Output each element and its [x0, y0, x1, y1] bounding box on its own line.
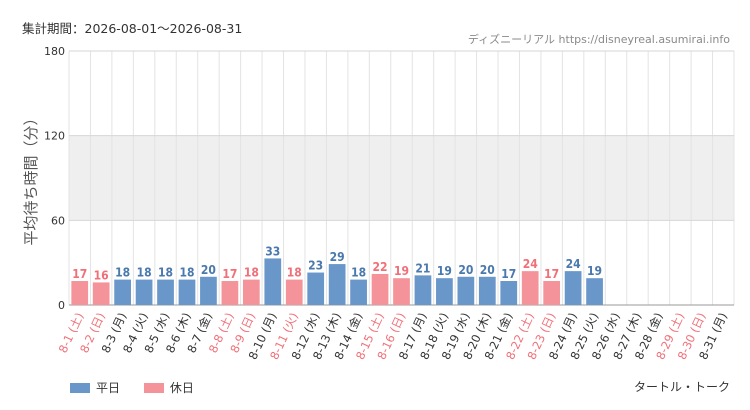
bar	[457, 276, 475, 305]
y-tick-label: 180	[44, 45, 65, 58]
bar-value-label: 19	[587, 264, 602, 278]
legend-swatch-holiday	[143, 383, 164, 393]
bar-value-label: 18	[351, 266, 366, 280]
y-tick-label: 120	[44, 130, 65, 143]
bar	[157, 279, 174, 305]
bar	[543, 281, 561, 305]
bar-value-label: 18	[137, 266, 152, 280]
bar	[478, 276, 496, 305]
bar	[221, 281, 239, 305]
bar-value-label: 19	[437, 264, 452, 278]
bar	[586, 278, 603, 305]
bar	[200, 276, 217, 305]
bar-value-label: 18	[158, 266, 173, 280]
bar	[92, 282, 110, 305]
bar-value-label: 17	[544, 267, 559, 281]
bar	[414, 275, 432, 305]
bar-value-label: 18	[244, 266, 259, 280]
bar-value-label: 33	[265, 244, 280, 258]
period-label: 集計期間：2026-08-01～2026-08-31	[22, 21, 243, 36]
grid-band	[69, 135, 734, 221]
bar	[328, 264, 346, 305]
chart-legend: 平日 休日	[70, 379, 214, 396]
bar-value-label: 20	[201, 263, 216, 277]
bar	[521, 271, 539, 305]
bar-value-label: 17	[72, 267, 87, 281]
bar-value-label: 20	[458, 263, 473, 277]
attraction-name: タートル・トーク	[633, 380, 730, 394]
bar-value-label: 24	[566, 257, 582, 271]
bar-value-label: 18	[179, 266, 194, 280]
bar-value-label: 23	[308, 259, 323, 273]
site-credit: ディズニーリアル https://disneyreal.asumirai.inf…	[467, 33, 730, 46]
bar	[350, 279, 367, 305]
bar-value-label: 16	[94, 268, 109, 282]
bar	[114, 279, 131, 305]
bar	[307, 272, 325, 305]
bar	[393, 278, 410, 305]
y-axis-title: 平均待ち時間（分）	[22, 110, 40, 245]
bar	[264, 258, 282, 305]
bar-value-label: 24	[523, 257, 539, 271]
bar	[135, 279, 153, 305]
bar	[71, 281, 89, 305]
legend-item-weekday: 平日	[70, 379, 120, 396]
bar-value-label: 21	[415, 261, 430, 275]
bar	[500, 281, 518, 305]
bar-value-label: 17	[222, 267, 237, 281]
legend-item-holiday: 休日	[143, 379, 194, 396]
bar-value-label: 29	[330, 250, 345, 264]
bar-value-label: 19	[394, 264, 409, 278]
bar-value-label: 17	[501, 267, 516, 281]
bar-value-label: 18	[287, 266, 302, 280]
y-tick-label: 0	[58, 299, 65, 312]
legend-label-weekday: 平日	[96, 381, 121, 395]
bar	[285, 279, 303, 305]
bar	[371, 273, 389, 305]
bar	[564, 271, 582, 305]
bar	[178, 279, 196, 305]
bar-value-label: 20	[480, 263, 495, 277]
bar-value-label: 18	[115, 266, 130, 280]
y-tick-label: 60	[51, 214, 65, 227]
legend-label-holiday: 休日	[169, 381, 194, 395]
bar-value-label: 22	[373, 260, 388, 274]
bar	[242, 279, 260, 305]
bar	[436, 278, 453, 305]
legend-swatch-weekday	[70, 383, 90, 393]
